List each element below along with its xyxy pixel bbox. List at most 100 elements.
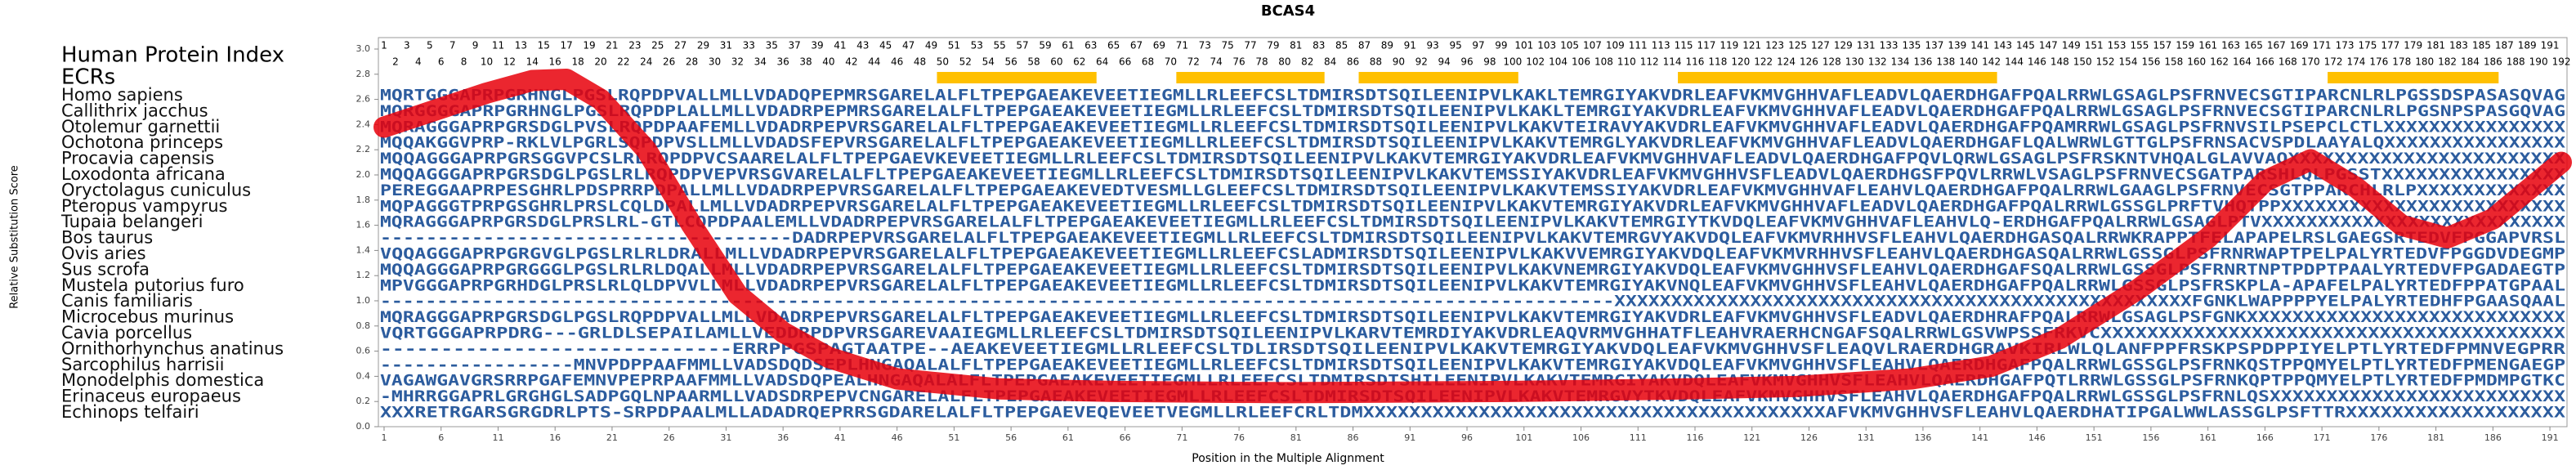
protein-index: 65: [1107, 40, 1120, 51]
protein-index: 150: [2073, 56, 2092, 68]
protein-index: 19: [583, 40, 595, 51]
protein-index: 14: [526, 56, 539, 68]
protein-index: 126: [1800, 56, 1818, 68]
protein-index: 62: [1073, 56, 1085, 68]
protein-index: 2: [392, 56, 399, 68]
protein-index: 153: [2108, 40, 2127, 51]
protein-index: 8: [461, 56, 467, 68]
x-tick-label: 56: [1005, 432, 1017, 443]
species-name: Oryctolagus cuniculus: [61, 180, 251, 199]
species-name: Procavia capensis: [61, 149, 214, 168]
protein-index: 35: [766, 40, 778, 51]
protein-index: 142: [1982, 56, 2001, 68]
sequence: MPVGGGAPRPGRHDGLPRSLRLQLDPVVLLMLLVDADRPE…: [380, 276, 2565, 294]
protein-index: 102: [1526, 56, 1545, 68]
y-tick-label: 2.2: [356, 144, 371, 154]
protein-index: 29: [697, 40, 709, 51]
sequence: MQQAGGGAPRPGRSGGVPCSLRLRQPDPVCSAARELALFL…: [380, 150, 2566, 168]
sequence: MQRAGGGAPRPGRSDGLPRSLRL-GTLCQPDPAALEMLLV…: [380, 213, 2566, 231]
protein-index: 79: [1267, 40, 1279, 51]
sequence: ------------------------------------DADR…: [380, 229, 2565, 247]
protein-index: 137: [1925, 40, 1943, 51]
protein-index: 114: [1663, 56, 1682, 68]
protein-index: 181: [2426, 40, 2445, 51]
protein-index: 174: [2347, 56, 2366, 68]
protein-index: 82: [1301, 56, 1313, 68]
protein-index: 176: [2369, 56, 2388, 68]
species-name: Echinops telfairi: [61, 402, 199, 422]
protein-index: 50: [937, 56, 949, 68]
protein-index: 159: [2176, 40, 2194, 51]
plot-frame: [378, 37, 2568, 427]
protein-index: 33: [743, 40, 755, 51]
protein-index: 130: [1845, 56, 1864, 68]
protein-index: 32: [731, 56, 744, 68]
x-tick-label: 6: [438, 432, 444, 443]
x-tick-label: 186: [2484, 432, 2502, 443]
x-tick-label: 121: [1743, 432, 1760, 443]
sequence: MQQAGGGAPRPGRSDGLPGSLRLRQPDPVEPVRSGVAREL…: [380, 166, 2566, 184]
protein-index: 191: [2541, 40, 2560, 51]
y-tick-label: 1.8: [356, 195, 371, 205]
x-tick-label: 1: [381, 432, 387, 443]
sequence: MQQAGGGAPRPGRGGGLPGSLRLRLDQALLMLLVDADRPE…: [380, 261, 2565, 279]
protein-index: 64: [1096, 56, 1108, 68]
protein-index: 17: [561, 40, 573, 51]
x-tick-label: 36: [777, 432, 789, 443]
protein-index: 167: [2267, 40, 2286, 51]
protein-index: 144: [2005, 56, 2024, 68]
ecr-bar: [937, 72, 1097, 83]
species-name: Ovis aries: [61, 244, 146, 263]
index-label: Human Protein Index: [61, 43, 284, 68]
protein-index: 192: [2552, 56, 2571, 68]
protein-index: 1: [381, 40, 387, 51]
protein-index: 18: [571, 56, 584, 68]
protein-index: 132: [1868, 56, 1887, 68]
x-tick-label: 111: [1630, 432, 1647, 443]
y-tick-label: 0.0: [356, 421, 371, 432]
ecr-bar: [1678, 72, 1997, 83]
protein-index: 41: [834, 40, 846, 51]
protein-index: 4: [415, 56, 422, 68]
protein-index: 73: [1199, 40, 1211, 51]
protein-index: 133: [1880, 40, 1898, 51]
x-tick-label: 96: [1461, 432, 1473, 443]
x-tick-label: 166: [2256, 432, 2274, 443]
protein-index: 86: [1347, 56, 1359, 68]
protein-index: 42: [845, 56, 857, 68]
protein-index: 139: [1948, 40, 1966, 51]
protein-index: 36: [777, 56, 789, 68]
protein-index: 22: [617, 56, 629, 68]
protein-index: 100: [1503, 56, 1522, 68]
protein-index: 171: [2313, 40, 2332, 51]
sequence: MQRTGGGAPRPGRHNGLPGSLRQPDPVALLMLLVDADQPE…: [380, 87, 2565, 105]
protein-index: 179: [2404, 40, 2422, 51]
protein-index: 117: [1697, 40, 1715, 51]
x-tick-label: 41: [834, 432, 846, 443]
protein-index: 98: [1483, 56, 1496, 68]
protein-index: 103: [1537, 40, 1556, 51]
protein-index: 123: [1765, 40, 1784, 51]
protein-index: 104: [1549, 56, 1568, 68]
x-tick-label: 181: [2427, 432, 2444, 443]
species-name: Canis familiaris: [61, 291, 193, 311]
protein-index: 91: [1404, 40, 1416, 51]
protein-index: 163: [2221, 40, 2240, 51]
protein-index: 160: [2187, 56, 2206, 68]
protein-index: 127: [1811, 40, 1830, 51]
protein-index: 85: [1335, 40, 1348, 51]
protein-index: 148: [2051, 56, 2069, 68]
protein-index: 71: [1176, 40, 1188, 51]
protein-index: 95: [1449, 40, 1461, 51]
protein-index: 16: [549, 56, 561, 68]
protein-index: 173: [2336, 40, 2355, 51]
x-tick-label: 66: [1120, 432, 1131, 443]
protein-index: 190: [2529, 56, 2548, 68]
protein-index: 147: [2039, 40, 2058, 51]
x-tick-label: 31: [720, 432, 731, 443]
protein-index: 124: [1777, 56, 1796, 68]
protein-index: 128: [1822, 56, 1841, 68]
protein-index: 164: [2233, 56, 2252, 68]
protein-index: 155: [2131, 40, 2149, 51]
sequence: MQPAGGGTPRPGSGHRLPRSLCQLDPALLMLLVDADRPEP…: [380, 197, 2566, 215]
